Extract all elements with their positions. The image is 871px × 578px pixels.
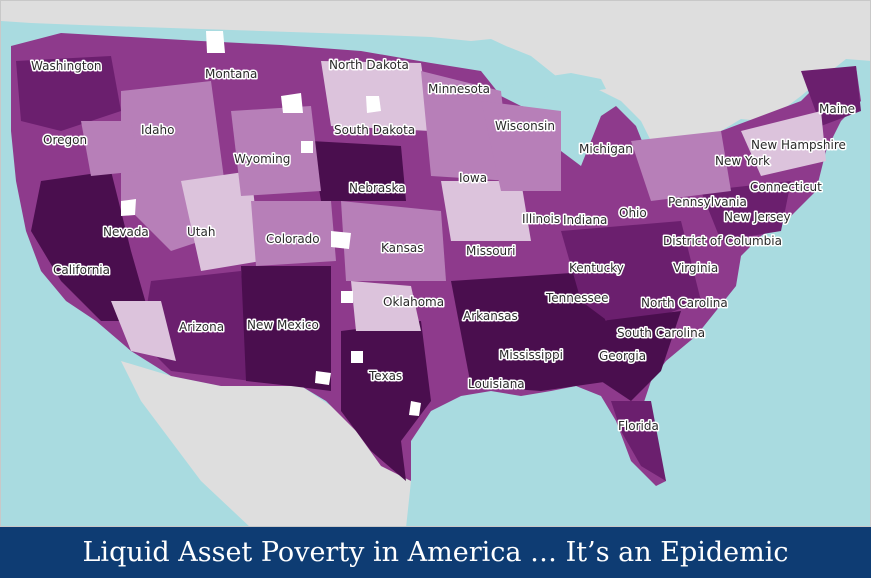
state-label-tennessee: Tennessee [545,291,609,305]
state-label-texas: Texas [368,369,402,383]
canada-land [1,1,870,171]
state-label-louisiana: Louisiana [468,377,525,391]
state-label-iowa: Iowa [459,171,487,185]
lake-superior [491,73,606,101]
state-label-ohio: Ohio [619,206,647,220]
state-label-minnesota: Minnesota [428,82,490,96]
state-labels: Washington Oregon California Nevada Idah… [30,57,857,435]
state-label-new-york: New York [715,154,770,168]
state-label-indiana: Indiana [563,213,607,227]
choropleth-map[interactable]: Washington Oregon California Nevada Idah… [0,0,871,527]
title-banner: Liquid Asset Poverty in America … It’s a… [0,527,871,578]
state-label-washington: Washington [31,59,102,73]
state-label-colorado: Colorado [266,232,320,246]
state-label-maine: Maine [819,102,855,116]
state-label-south-carolina: South Carolina [617,326,705,340]
state-label-illinois: Illinois [522,212,560,226]
state-label-connecticut: Connecticut [750,180,822,194]
state-label-pennsylvania: Pennsylvania [668,195,747,209]
state-label-new-hampshire: New Hampshire [751,138,846,152]
state-label-new-mexico: New Mexico [247,318,319,332]
state-label-oregon: Oregon [43,133,87,147]
state-label-kansas: Kansas [381,241,423,255]
state-label-arizona: Arizona [179,320,224,334]
state-label-north-dakota: North Dakota [329,58,409,72]
state-label-virginia: Virginia [673,261,718,275]
state-label-kentucky: Kentucky [569,261,624,275]
state-label-district-of-columbia: District of Columbia [663,234,782,248]
state-label-new-jersey: New Jersey [724,210,791,224]
state-label-california: California [53,263,110,277]
state-label-wisconsin: Wisconsin [495,119,555,133]
state-label-montana: Montana [205,67,257,81]
state-label-idaho: Idaho [141,123,174,137]
mexico-land [121,361,411,526]
map-svg: Washington Oregon California Nevada Idah… [1,1,870,526]
state-label-utah: Utah [187,225,215,239]
state-label-oklahoma: Oklahoma [383,295,444,309]
state-label-arkansas: Arkansas [463,309,518,323]
state-label-mississippi: Mississippi [499,348,563,362]
state-label-missouri: Missouri [466,244,515,258]
state-label-nevada: Nevada [103,225,149,239]
state-label-florida: Florida [618,419,659,433]
state-label-nebraska: Nebraska [349,181,406,195]
banner-title: Liquid Asset Poverty in America … It’s a… [82,537,789,568]
state-label-south-dakota: South Dakota [334,123,415,137]
state-label-georgia: Georgia [599,349,646,363]
state-label-michigan: Michigan [579,142,633,156]
state-label-north-carolina: North Carolina [641,296,728,310]
usa-counties [11,31,861,486]
state-label-wyoming: Wyoming [234,152,290,166]
